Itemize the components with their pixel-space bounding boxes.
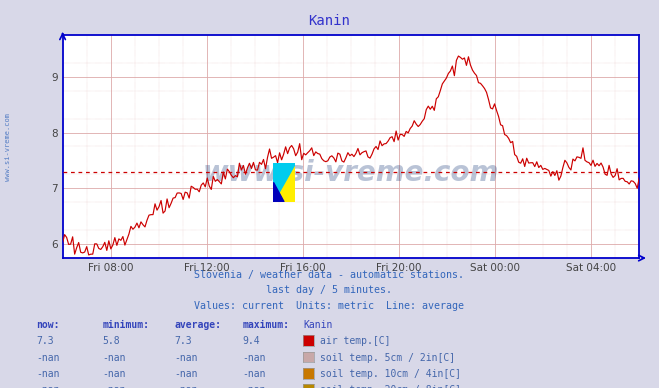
- Polygon shape: [273, 163, 295, 202]
- Text: -nan: -nan: [36, 353, 60, 363]
- Text: -nan: -nan: [175, 385, 198, 388]
- Polygon shape: [273, 163, 295, 202]
- Text: Slovenia / weather data - automatic stations.: Slovenia / weather data - automatic stat…: [194, 270, 465, 280]
- Text: maximum:: maximum:: [243, 320, 289, 330]
- Text: -nan: -nan: [102, 369, 126, 379]
- Text: soil temp. 10cm / 4in[C]: soil temp. 10cm / 4in[C]: [320, 369, 461, 379]
- Text: air temp.[C]: air temp.[C]: [320, 336, 390, 346]
- Text: -nan: -nan: [243, 385, 266, 388]
- Text: Kanin: Kanin: [308, 14, 351, 28]
- Text: www.si-vreme.com: www.si-vreme.com: [203, 159, 499, 187]
- Text: 5.8: 5.8: [102, 336, 120, 346]
- Text: 9.4: 9.4: [243, 336, 260, 346]
- Text: -nan: -nan: [175, 353, 198, 363]
- Text: www.si-vreme.com: www.si-vreme.com: [5, 113, 11, 182]
- Text: average:: average:: [175, 320, 221, 330]
- Text: -nan: -nan: [102, 385, 126, 388]
- Text: Values: current  Units: metric  Line: average: Values: current Units: metric Line: aver…: [194, 301, 465, 311]
- Text: soil temp. 5cm / 2in[C]: soil temp. 5cm / 2in[C]: [320, 353, 455, 363]
- Text: -nan: -nan: [175, 369, 198, 379]
- Polygon shape: [273, 182, 284, 202]
- Text: -nan: -nan: [36, 369, 60, 379]
- Text: soil temp. 20cm / 8in[C]: soil temp. 20cm / 8in[C]: [320, 385, 461, 388]
- Text: -nan: -nan: [36, 385, 60, 388]
- Text: -nan: -nan: [243, 353, 266, 363]
- Text: -nan: -nan: [102, 353, 126, 363]
- Text: 7.3: 7.3: [175, 336, 192, 346]
- Text: Kanin: Kanin: [303, 320, 333, 330]
- Text: minimum:: minimum:: [102, 320, 149, 330]
- Text: now:: now:: [36, 320, 60, 330]
- Text: -nan: -nan: [243, 369, 266, 379]
- Text: last day / 5 minutes.: last day / 5 minutes.: [266, 285, 393, 295]
- Text: 7.3: 7.3: [36, 336, 54, 346]
